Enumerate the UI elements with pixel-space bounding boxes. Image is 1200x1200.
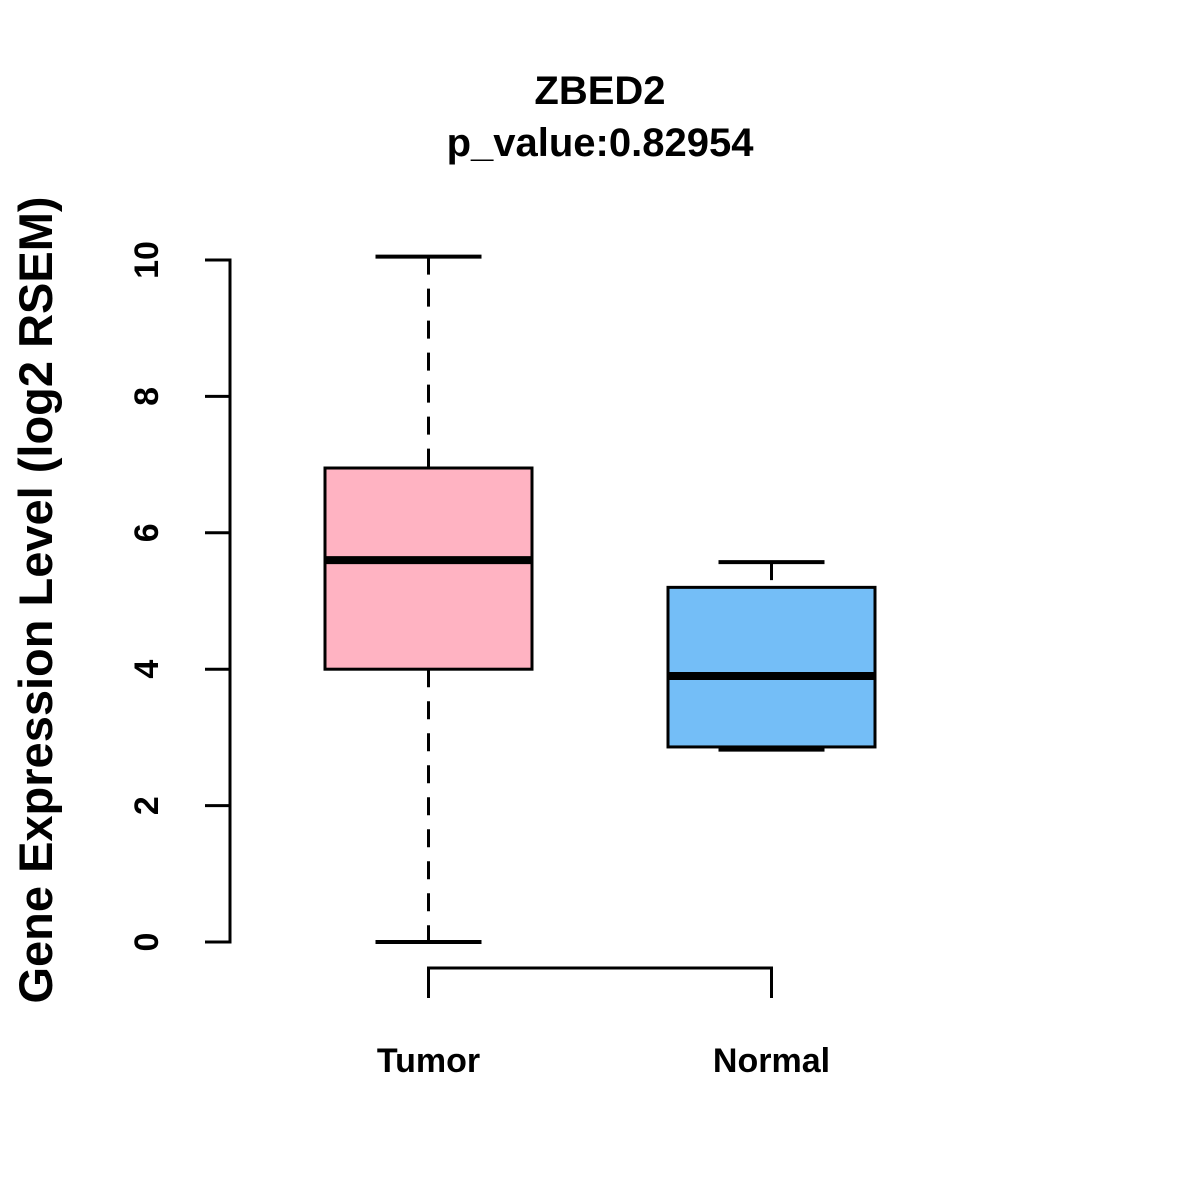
chart-title: ZBED2	[534, 69, 665, 113]
y-tick-label: 2	[128, 796, 166, 815]
x-category-label-normal: Normal	[713, 1042, 830, 1080]
y-tick-label: 6	[128, 523, 166, 542]
y-tick-label: 10	[128, 241, 166, 279]
y-tick-label: 4	[128, 660, 166, 679]
chart-subtitle: p_value:0.82954	[447, 121, 755, 165]
y-tick-label: 0	[128, 933, 166, 952]
box-normal	[666, 585, 877, 749]
y-tick-label: 8	[128, 387, 166, 406]
box-tumor	[323, 466, 534, 671]
y-axis-title: Gene Expression Level (log2 RSEM)	[9, 196, 62, 1003]
x-axis-bracket	[427, 966, 773, 998]
x-category-label-tumor: Tumor	[377, 1042, 480, 1080]
